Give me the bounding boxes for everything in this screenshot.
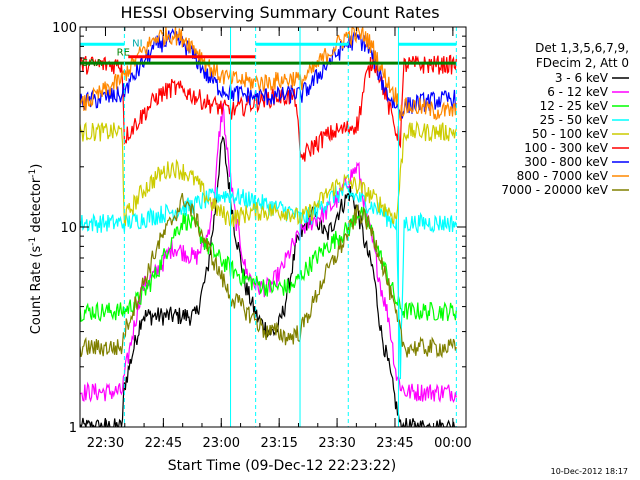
legend-entry-label: 800 - 7000 keV [517,169,609,183]
y-axis-label-sup2: -1 [28,169,38,178]
x-tick-label: 23:30 [318,436,355,451]
legend-entry-label: 300 - 800 keV [524,155,608,169]
series-800-7000-kev [80,27,457,121]
legend-entry-label: 25 - 50 keV [540,113,609,127]
series-50-100-kev [80,120,457,228]
x-axis-label: Start Time (09-Dec-12 22:23:22) [168,458,396,474]
axis-layer: 22:30 22:45 23:00 23:15 23:30 23:45 00:00 1 10 10… [52,21,471,451]
legend-header-line2: FDecim 2, Att 0 [536,56,629,70]
y-axis-label-sup: -1 [28,237,38,246]
x-tick-label: 23:45 [376,436,413,451]
series-100-300-kev [80,52,457,162]
y-axis-label-main: Count Rate (s [29,246,44,335]
y-tick-label: 100 [52,21,77,36]
legend-entry-label: 50 - 100 keV [532,127,609,141]
series-12-25-kev [80,206,457,323]
y-axis-label-mid: detector [29,177,44,237]
y-tick-label: 10 [60,221,77,236]
x-tick-label: 00:00 [434,436,471,451]
vertical-lines [123,27,457,427]
series-7000-20000-kev [80,192,457,359]
y-tick-label: 1 [69,421,77,436]
x-tick-label: 22:45 [145,436,182,451]
y-axis-label-end: ) [29,164,44,169]
x-tick-label: 23:00 [203,436,240,451]
legend-entry-label: 3 - 6 keV [555,71,609,85]
series-layer [80,27,457,427]
footer-date: 10-Dec-2012 18:17 [551,467,628,476]
legend-entry-label: 100 - 300 keV [524,141,608,155]
flag-label-re: RE [117,48,130,59]
flag-label-ni: NI [132,38,142,49]
legend-entry-label: 12 - 25 keV [540,99,609,113]
y-axis-label: Count Rate (s-1 detector-1) [28,164,44,335]
legend-header-line1: Det 1,3,5,6,7,9, [535,41,629,55]
series-25-50-kev [80,181,457,380]
legend-entry-label: 6 - 12 keV [547,85,609,99]
legend-entry-label: 7000 - 20000 keV [501,183,608,197]
x-tick-label: 22:30 [87,436,124,451]
chart-title: HESSI Observing Summary Count Rates [120,3,439,22]
x-tick-label: 23:15 [260,436,297,451]
flag-label-saa: SAA [82,58,103,69]
legend: Det 1,3,5,6,7,9, FDecim 2, Att 0 3 - 6 k… [501,41,629,197]
